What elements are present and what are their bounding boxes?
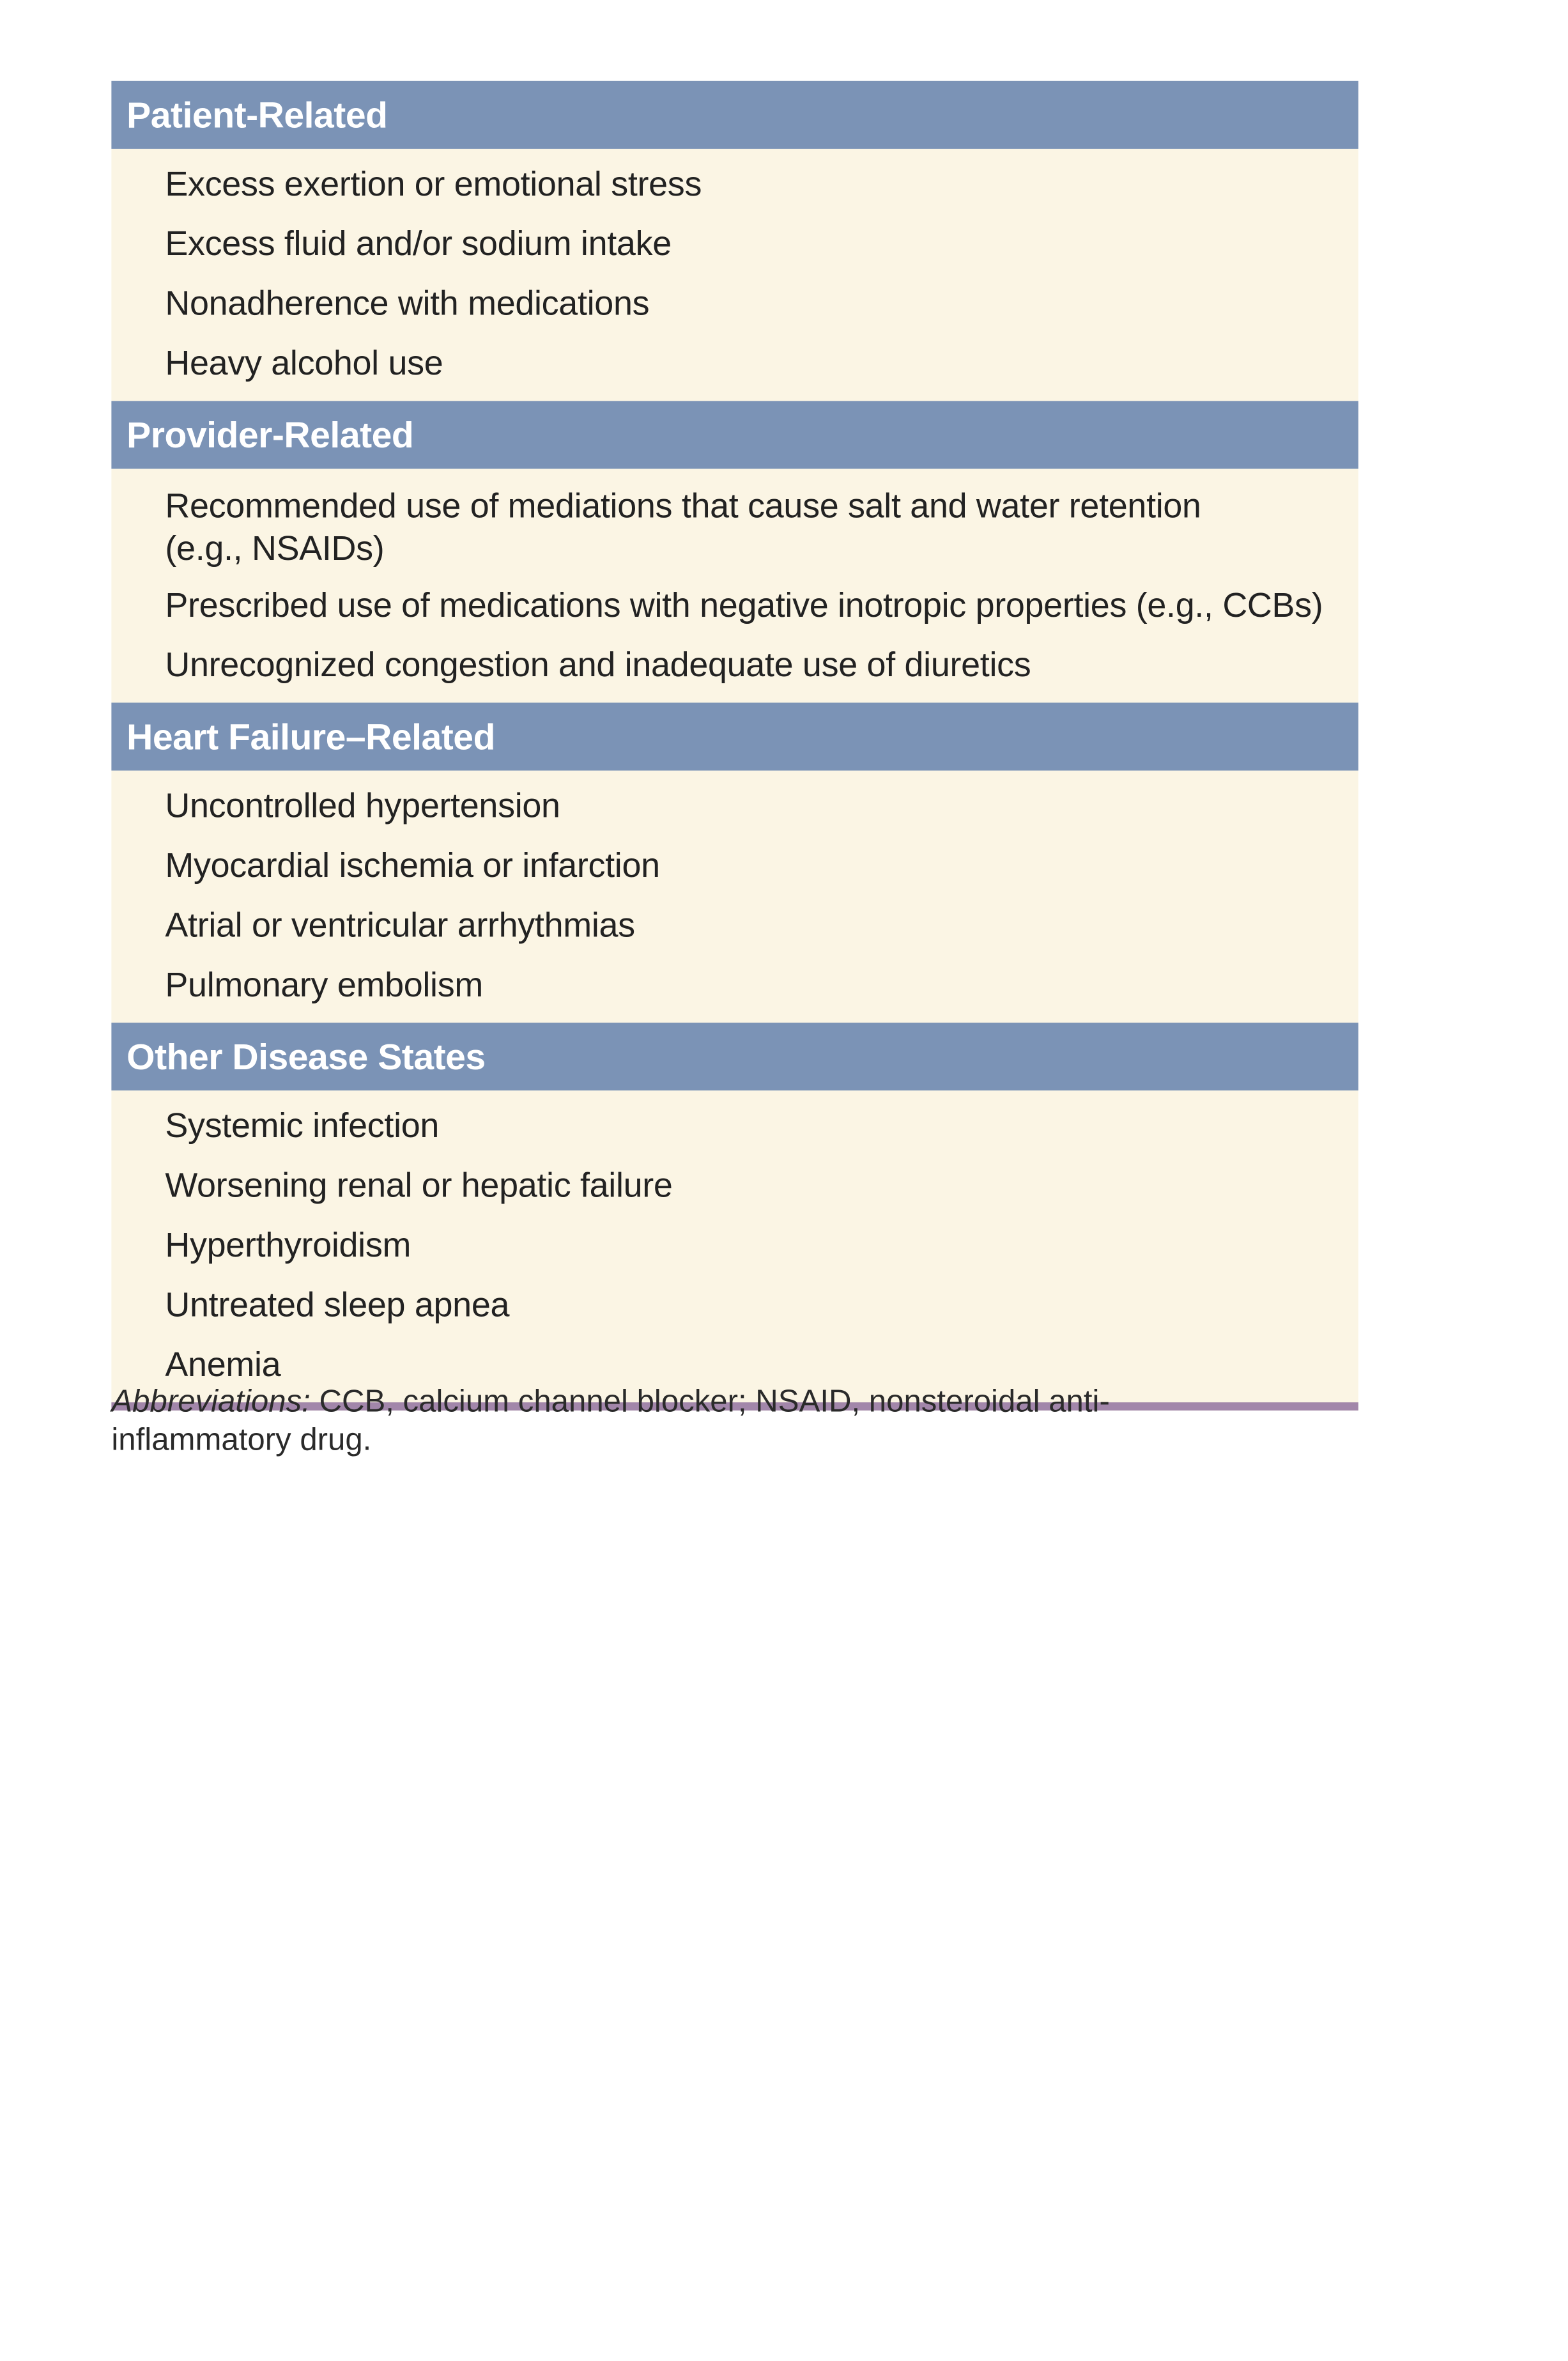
list-item: Hyperthyroidism [165,1226,411,1265]
list-item: Worsening renal or hepatic failure [165,1166,673,1205]
list-item: Prescribed use of medications with negat… [165,586,1323,625]
list-item: Uncontrolled hypertension [165,786,560,826]
list-item: Pulmonary embolism [165,966,483,1005]
section-other-disease-states: Other Disease States Systemic infection … [111,1023,1358,1402]
list-item: Systemic infection [165,1106,440,1145]
footnote-label: Abbreviations: [111,1383,311,1419]
table-bottom-rule [111,1402,1358,1411]
list-item: Untreated sleep apnea [165,1285,510,1325]
abbreviations-footnote: Abbreviations: CCB, calcium channel bloc… [111,1382,1226,1459]
section-items: Excess exertion or emotional stress Exce… [111,149,1358,401]
precipitating-factors-table: Patient-Related Excess exertion or emoti… [111,81,1358,1411]
list-item: Myocardial ischemia or infarction [165,846,660,885]
section-header: Heart Failure–Related [111,702,1358,771]
list-item: Nonadherence with medications [165,284,650,323]
section-items: Systemic infection Worsening renal or he… [111,1090,1358,1402]
section-header: Other Disease States [111,1023,1358,1091]
section-heart-failure-related: Heart Failure–Related Uncontrolled hyper… [111,702,1358,1023]
list-item: Excess fluid and/or sodium intake [165,224,672,263]
list-item: Excess exertion or emotional stress [165,165,702,204]
list-item: Atrial or ventricular arrhythmias [165,906,635,945]
section-provider-related: Provider-Related Recommended use of medi… [111,401,1358,702]
section-items: Uncontrolled hypertension Myocardial isc… [111,771,1358,1023]
list-item: Anemia [165,1345,281,1384]
section-header: Patient-Related [111,81,1358,149]
list-item: Unrecognized congestion and inadequate u… [165,646,1031,685]
section-header: Provider-Related [111,401,1358,469]
footnote-text: CCB, calcium channel blocker; NSAID, non… [111,1383,1110,1457]
list-item: Heavy alcohol use [165,344,443,383]
list-item: Recommended use of mediations that cause… [165,487,1201,568]
section-patient-related: Patient-Related Excess exertion or emoti… [111,81,1358,401]
section-items: Recommended use of mediations that cause… [111,468,1358,702]
